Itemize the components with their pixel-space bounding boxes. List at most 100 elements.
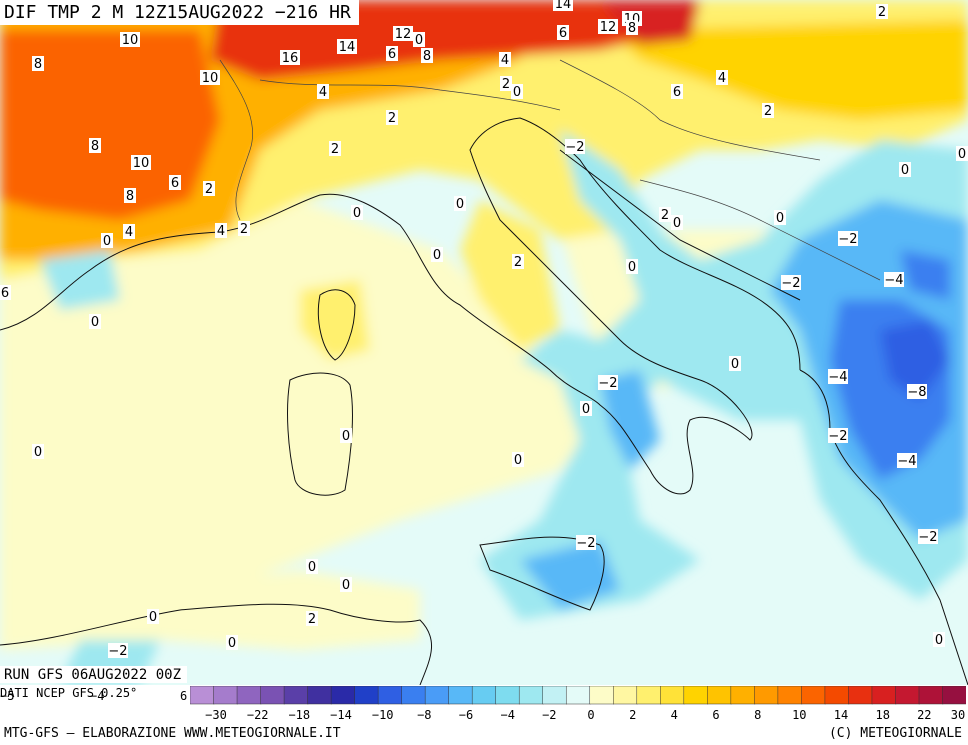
contour-label-text: 0 bbox=[513, 85, 521, 100]
contour-label-text: 0 bbox=[228, 636, 236, 651]
contour-label-bg bbox=[215, 223, 227, 238]
contour-label: 0 bbox=[147, 609, 159, 625]
legend-cutoff-label: 6 bbox=[180, 689, 187, 703]
contour-label: 4 bbox=[215, 223, 227, 239]
legend-swatch bbox=[213, 686, 238, 705]
contour-label: 4 bbox=[317, 84, 329, 100]
border-south-balkans bbox=[639, 179, 881, 281]
contour-label-text: 8 bbox=[34, 57, 42, 72]
contour-label-text: 0 bbox=[582, 402, 590, 417]
contour-label-bg bbox=[671, 215, 683, 230]
contour-label-bg bbox=[838, 231, 858, 246]
contour-label: 0 bbox=[933, 632, 945, 648]
contour-label-bg bbox=[907, 384, 927, 399]
legend-swatch bbox=[613, 686, 638, 705]
legend-label: 6 bbox=[712, 708, 719, 722]
legend-cutoff: −5 −4 6 bbox=[0, 689, 187, 703]
border-balkans bbox=[559, 59, 821, 161]
contour-label-text: 0 bbox=[901, 163, 909, 178]
contour-label: 2 bbox=[512, 254, 524, 270]
contour-label-text: 0 bbox=[342, 429, 350, 444]
contour-label-bg bbox=[781, 275, 801, 290]
contour-label-bg bbox=[329, 141, 341, 156]
contour-label-bg bbox=[884, 272, 904, 287]
contour-label-text: −2 bbox=[598, 376, 617, 391]
contour-label-text: −4 bbox=[884, 273, 903, 288]
legend-label: −18 bbox=[288, 708, 310, 722]
contour-label-bg bbox=[386, 46, 398, 61]
legend-labels: −30 −22 −18 −14 −10 −8 −6 −4 −2 0 2 4 6 8 10 14 18 22 30 bbox=[205, 708, 965, 722]
contour-label: 4 bbox=[499, 52, 511, 68]
legend-swatch bbox=[871, 686, 897, 705]
contour-label-text: 2 bbox=[240, 222, 248, 237]
contour-label: 4 bbox=[716, 70, 728, 86]
contour-label: 6 bbox=[671, 84, 683, 100]
legend-label: −14 bbox=[330, 708, 352, 722]
contour-label: 0 bbox=[512, 452, 524, 468]
contour-label: 10 bbox=[120, 32, 140, 48]
legend-label: −30 bbox=[205, 708, 227, 722]
contour-label-text: −2 bbox=[918, 530, 937, 545]
contour-label: 0 bbox=[340, 428, 352, 444]
contour-label-text: 10 bbox=[202, 71, 219, 86]
contour-label-text: −2 bbox=[838, 232, 857, 247]
contour-label-bg bbox=[203, 181, 215, 196]
contour-label: 0 bbox=[226, 635, 238, 651]
legend-swatch bbox=[565, 686, 591, 705]
contour-label-bg bbox=[280, 50, 300, 65]
contour-label: 0 bbox=[729, 356, 741, 372]
contour-label-text: 2 bbox=[331, 142, 339, 157]
legend-swatch bbox=[283, 686, 309, 705]
borders bbox=[219, 59, 881, 281]
legend-label: 0 bbox=[587, 708, 594, 722]
contour-label-bg bbox=[512, 452, 524, 467]
contour-label-bg bbox=[421, 48, 433, 63]
contour-label-bg bbox=[762, 103, 774, 118]
contour-label: −4 bbox=[884, 272, 904, 288]
contour-label-bg bbox=[557, 25, 569, 40]
contour-label-bg bbox=[580, 401, 592, 416]
contour-label: 0 bbox=[306, 559, 318, 575]
contour-label-text: 14 bbox=[555, 0, 572, 12]
contour-label-bg bbox=[598, 375, 618, 390]
contour-label: −4 bbox=[828, 369, 848, 385]
contour-label: 6 bbox=[169, 175, 181, 191]
contour-label-bg bbox=[499, 52, 511, 67]
contour-label-text: 0 bbox=[103, 234, 111, 249]
contour-label-bg bbox=[511, 84, 523, 99]
legend-swatch bbox=[895, 686, 920, 705]
contour-label: 10 bbox=[131, 155, 151, 171]
contour-label: 0 bbox=[899, 162, 911, 178]
legend-label: −10 bbox=[372, 708, 394, 722]
map-title: DIF TMP 2 M 12Z15AUG2022 −216 HR bbox=[0, 0, 359, 25]
contour-label-bg bbox=[0, 285, 11, 300]
contour-label-text: 2 bbox=[502, 77, 510, 92]
contour-label-text: 10 bbox=[122, 33, 139, 48]
contour-label-text: 6 bbox=[673, 85, 681, 100]
contour-label-text: 2 bbox=[388, 111, 396, 126]
contour-label-bg bbox=[671, 84, 683, 99]
contour-label-text: 0 bbox=[353, 206, 361, 221]
contour-label: 0 bbox=[671, 215, 683, 231]
contour-label: −2 bbox=[565, 139, 585, 155]
contour-label: 0 bbox=[89, 314, 101, 330]
contour-label: 2 bbox=[762, 103, 774, 119]
contour-label-text: 0 bbox=[673, 216, 681, 231]
contour-label: 2 bbox=[238, 221, 250, 237]
anomaly-fields bbox=[0, 0, 968, 685]
contour-label: 4 bbox=[123, 224, 135, 240]
contour-label: 8 bbox=[421, 48, 433, 64]
contour-label-text: 0 bbox=[415, 33, 423, 48]
legend-swatch bbox=[801, 686, 826, 705]
contour-label-text: 8 bbox=[628, 21, 636, 36]
contour-label: 0 bbox=[413, 32, 425, 48]
footer-copyright: (C) METEOGIORNALE bbox=[828, 726, 962, 741]
contour-label: 0 bbox=[351, 205, 363, 221]
contour-label-bg bbox=[340, 577, 352, 592]
sicily-negative bbox=[520, 540, 620, 610]
contour-label: 0 bbox=[511, 84, 523, 100]
contour-label-bg bbox=[147, 609, 159, 624]
contour-label-text: −2 bbox=[781, 276, 800, 291]
contour-label-bg bbox=[626, 20, 638, 35]
contour-label: 0 bbox=[626, 259, 638, 275]
